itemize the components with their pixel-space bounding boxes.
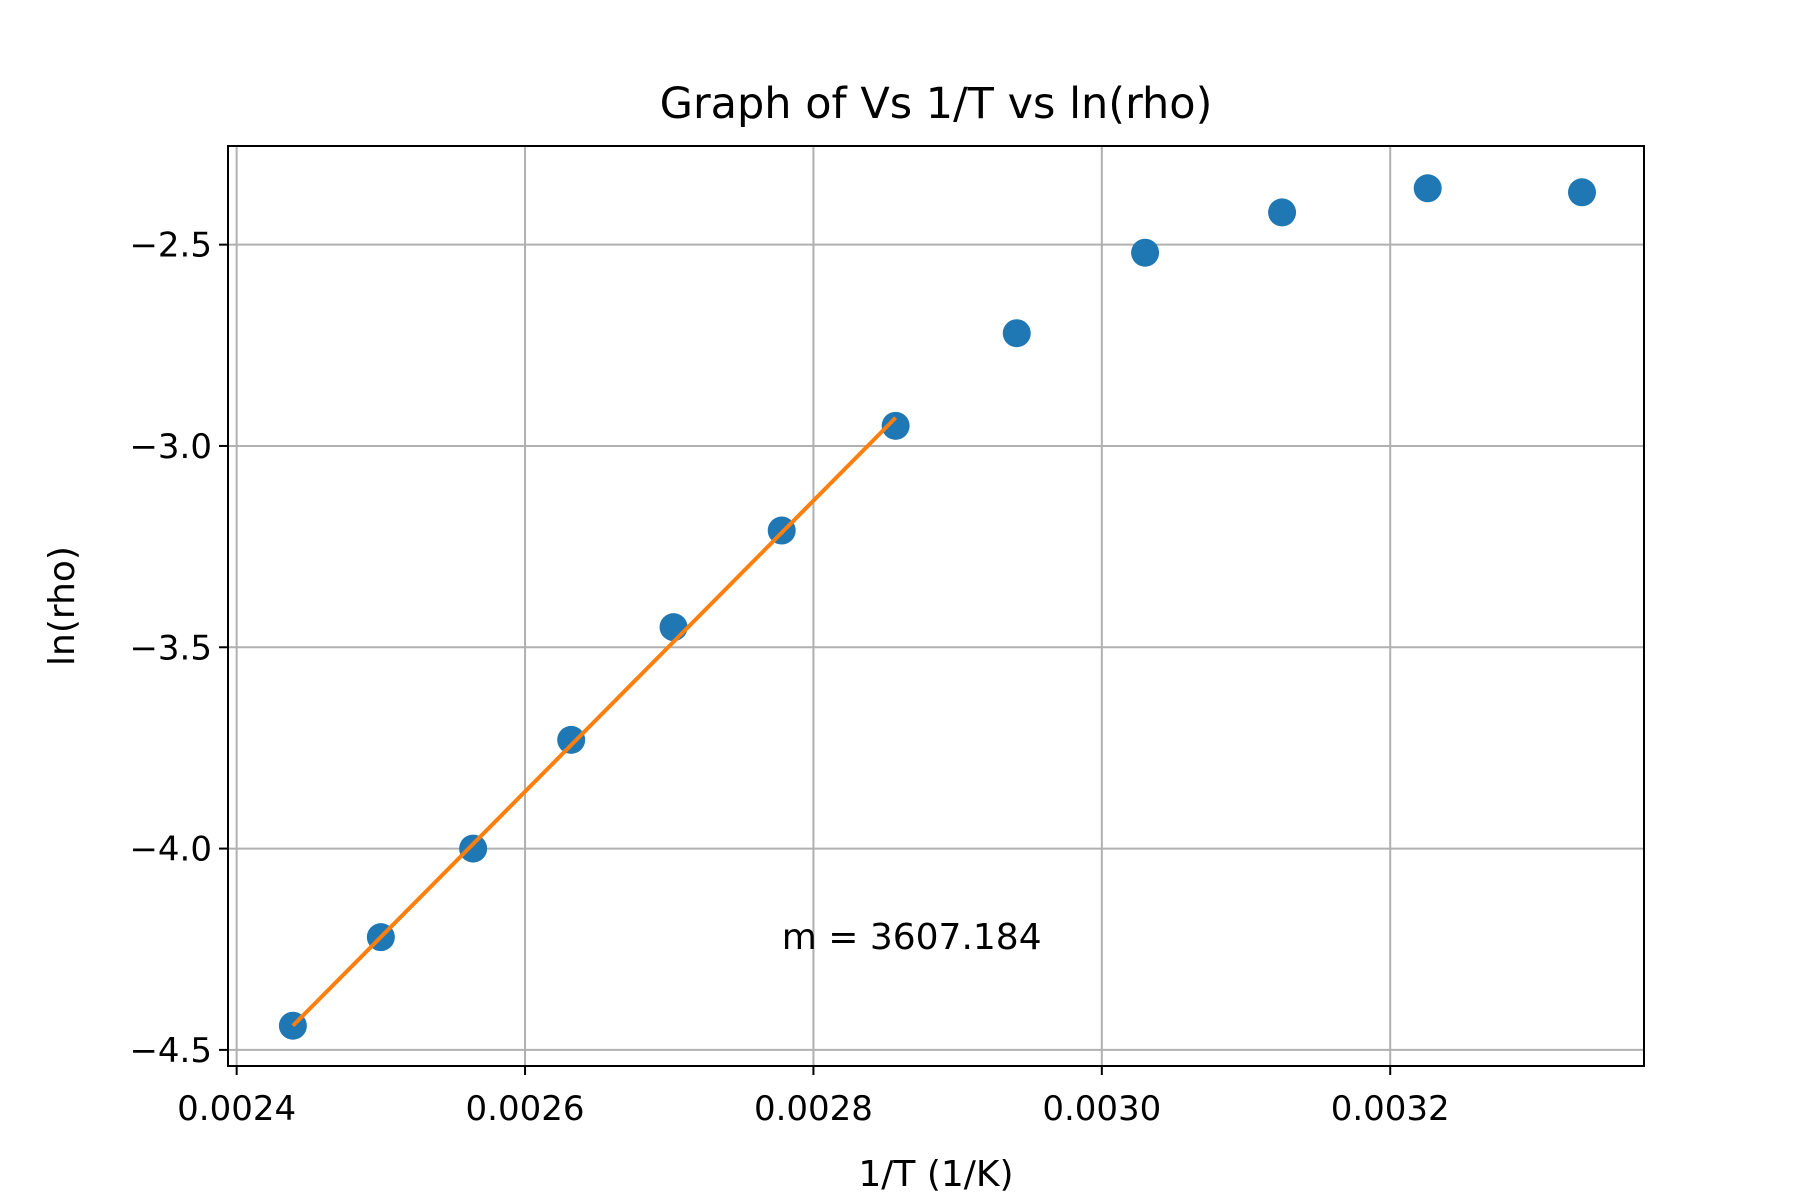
y-tick-label: −3.0 (129, 427, 212, 467)
grid (228, 146, 1644, 1066)
x-tick-label: 0.0026 (466, 1089, 585, 1129)
data-point (1567, 178, 1596, 207)
data-point (1268, 198, 1297, 227)
data-point (881, 411, 910, 440)
ticks: 0.0024 0.0026 0.0028 0.0030 0.0032 −2.5 −3.0 −3… (129, 226, 1449, 1129)
slope-annotation: m = 3607.184 (782, 917, 1042, 958)
chart-title: Graph of Vs 1/T vs ln(rho) (660, 79, 1213, 129)
data-point (659, 613, 688, 642)
y-tick-label: −4.5 (129, 1031, 212, 1071)
x-tick-label: 0.0030 (1042, 1089, 1161, 1129)
x-tick-label: 0.0024 (177, 1089, 296, 1129)
y-tick-label: −4.0 (129, 830, 212, 870)
data-point (1002, 319, 1031, 348)
plot-frame (227, 145, 1645, 1067)
data-point (1413, 174, 1442, 203)
y-tick-label: −2.5 (129, 226, 212, 266)
data-point (557, 725, 586, 754)
y-tick-label: −3.5 (129, 628, 212, 668)
x-tick-label: 0.0032 (1331, 1089, 1450, 1129)
data-point (459, 834, 488, 863)
x-tick-label: 0.0028 (754, 1089, 873, 1129)
x-axis-label: 1/T (1/K) (858, 1154, 1013, 1195)
y-axis-label: ln(rho) (42, 546, 83, 666)
fit-line (291, 416, 898, 1028)
annotations: m = 3607.184 (782, 917, 1042, 958)
plot-marks (278, 174, 1596, 1040)
data-point (1131, 238, 1160, 267)
